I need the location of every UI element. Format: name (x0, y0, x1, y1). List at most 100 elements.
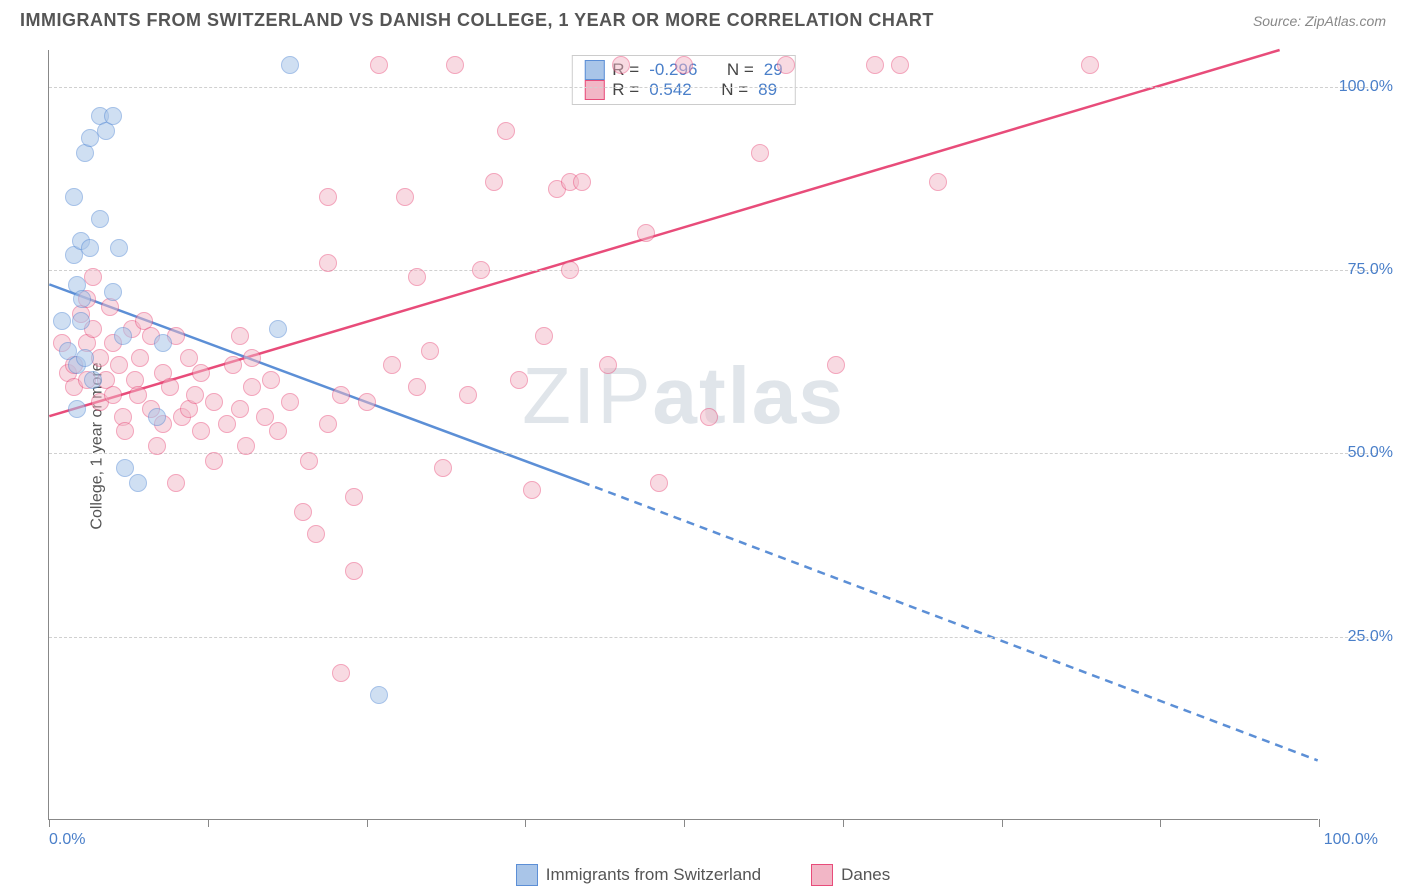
swiss-point (110, 239, 128, 257)
danes-point (110, 356, 128, 374)
swiss-point (281, 56, 299, 74)
y-tick-label: 50.0% (1348, 444, 1393, 462)
danes-point (675, 56, 693, 74)
swiss-point (116, 459, 134, 477)
x-tick (1160, 819, 1161, 827)
danes-point (319, 254, 337, 272)
x-tick (684, 819, 685, 827)
x-tick (1319, 819, 1320, 827)
x-tick (208, 819, 209, 827)
y-tick-label: 100.0% (1339, 78, 1393, 96)
x-tick (843, 819, 844, 827)
swiss-point (72, 312, 90, 330)
danes-point (408, 268, 426, 286)
danes-point (332, 386, 350, 404)
danes-point (637, 224, 655, 242)
danes-point (472, 261, 490, 279)
danes-point (459, 386, 477, 404)
x-tick (1002, 819, 1003, 827)
danes-point (148, 437, 166, 455)
swiss-point (81, 129, 99, 147)
danes-n-value: 89 (758, 80, 777, 100)
danes-point (777, 56, 795, 74)
n-label: N = (727, 60, 754, 80)
danes-point (192, 422, 210, 440)
n-label: N = (721, 80, 748, 100)
swiss-swatch-icon (584, 60, 604, 80)
danes-point (167, 474, 185, 492)
danes-point (300, 452, 318, 470)
swiss-point (73, 290, 91, 308)
danes-point (650, 474, 668, 492)
danes-point (612, 56, 630, 74)
danes-point (332, 664, 350, 682)
danes-point (827, 356, 845, 374)
danes-point (1081, 56, 1099, 74)
y-tick-label: 75.0% (1348, 261, 1393, 279)
danes-point (129, 386, 147, 404)
danes-point (510, 371, 528, 389)
swiss-point (68, 400, 86, 418)
danes-point (434, 459, 452, 477)
swiss-point (104, 283, 122, 301)
danes-point (573, 173, 591, 191)
danes-point (408, 378, 426, 396)
chart-plot-area: ZIPatlas R = -0.296 N = 29 R = 0.542 N =… (48, 50, 1318, 820)
gridline (49, 87, 1378, 88)
danes-point (345, 488, 363, 506)
danes-point (281, 393, 299, 411)
danes-point (319, 415, 337, 433)
danes-point (161, 378, 179, 396)
gridline (49, 270, 1378, 271)
danes-point (345, 562, 363, 580)
trend-line (582, 482, 1318, 760)
danes-point (262, 371, 280, 389)
danes-point (224, 356, 242, 374)
gridline (49, 637, 1378, 638)
danes-point (243, 349, 261, 367)
danes-point (358, 393, 376, 411)
danes-point (751, 144, 769, 162)
danes-point (396, 188, 414, 206)
legend-item-danes: Danes (811, 864, 890, 886)
danes-point (497, 122, 515, 140)
watermark: ZIPatlas (522, 350, 845, 442)
danes-point (218, 415, 236, 433)
chart-title: IMMIGRANTS FROM SWITZERLAND VS DANISH CO… (20, 10, 934, 31)
danes-point (421, 342, 439, 360)
swiss-point (269, 320, 287, 338)
danes-point (866, 56, 884, 74)
danes-point (116, 422, 134, 440)
danes-point (231, 400, 249, 418)
swiss-point (104, 107, 122, 125)
danes-point (269, 422, 287, 440)
swiss-point (81, 239, 99, 257)
danes-point (561, 261, 579, 279)
danes-legend-label: Danes (841, 865, 890, 885)
danes-point (231, 327, 249, 345)
x-tick (525, 819, 526, 827)
danes-point (243, 378, 261, 396)
x-tick-label-right: 100.0% (1324, 831, 1378, 849)
danes-point (205, 393, 223, 411)
danes-point (256, 408, 274, 426)
x-tick-label-left: 0.0% (49, 831, 85, 849)
source-label: Source: ZipAtlas.com (1253, 13, 1386, 29)
swiss-point (65, 188, 83, 206)
swiss-point (53, 312, 71, 330)
swiss-point (76, 349, 94, 367)
danes-point (131, 349, 149, 367)
danes-point (84, 268, 102, 286)
danes-point (192, 364, 210, 382)
swiss-legend-label: Immigrants from Switzerland (546, 865, 761, 885)
x-tick (367, 819, 368, 827)
danes-point (383, 356, 401, 374)
danes-point (307, 525, 325, 543)
danes-point (370, 56, 388, 74)
danes-point (446, 56, 464, 74)
danes-point (535, 327, 553, 345)
danes-point (294, 503, 312, 521)
y-tick-label: 25.0% (1348, 628, 1393, 646)
danes-point (929, 173, 947, 191)
legend-item-swiss: Immigrants from Switzerland (516, 864, 761, 886)
